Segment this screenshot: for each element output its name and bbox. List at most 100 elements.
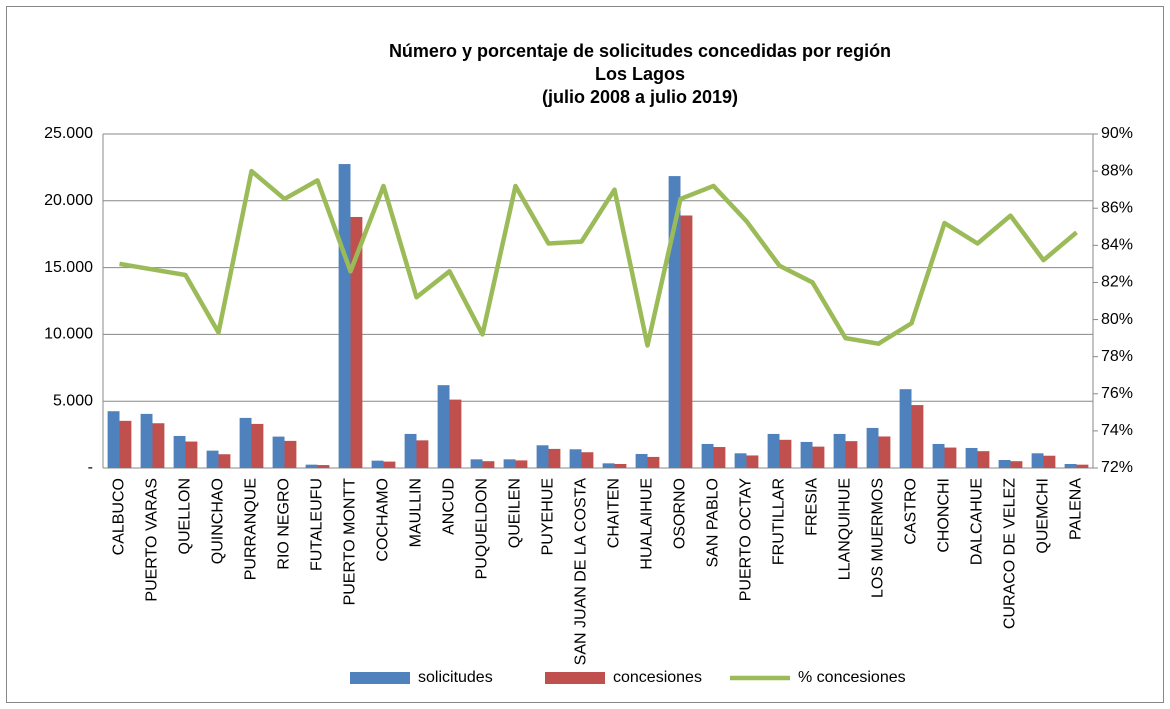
bar [1010,461,1023,468]
x-tick-label: CHAITEN [606,478,623,548]
y2-tick-label: 90% [1101,125,1133,142]
bar [569,449,582,468]
bar [206,450,219,468]
x-tick-label: PUERTO MONTT [342,478,359,606]
x-tick-label: PUERTO OCTAY [738,478,755,602]
x-tick-label: LLANQUIHUE [837,478,854,580]
legend-label: concesiones [613,669,702,686]
bar [668,176,681,469]
bar [779,439,792,468]
bar [614,463,627,468]
bar [845,441,858,468]
x-tick-label: OSORNO [672,478,689,549]
x-tick-label: SAN JUAN DE LA COSTA [573,478,590,666]
x-tick-label: PALENA [1068,478,1085,540]
bar [734,453,747,468]
y2-tick-label: 88% [1101,162,1133,179]
x-tick-label: DALCAHUE [969,478,986,565]
bar [911,405,924,468]
x-tick-label: LOS MUERMOS [870,478,887,598]
bar [284,440,297,468]
chart-title: Los Lagos [595,64,685,84]
bar [548,448,561,468]
x-tick-label: CHONCHI [936,478,953,553]
x-tick-label: PUYEHUE [540,478,557,555]
x-tick-label: HUALAIHUE [639,478,656,570]
y2-tick-label: 76% [1101,385,1133,402]
legend-swatch [350,672,410,684]
x-tick-label: QUELLON [177,478,194,554]
bar [470,459,483,468]
x-tick-label: ANCUD [441,478,458,535]
bar [404,433,417,468]
bar [647,456,660,468]
x-tick-label: CURACO DE VELEZ [1002,478,1019,629]
bar [416,440,429,468]
chart-title: (julio 2008 a julio 2019) [542,87,738,107]
bar [800,441,813,468]
y-tick-label: 15.000 [44,259,93,276]
bar [767,433,780,468]
legend-swatch [545,672,605,684]
bar [383,461,396,468]
bar [140,413,153,468]
bar [746,455,759,468]
bar [998,459,1011,468]
bar [635,453,648,468]
x-tick-label: PUQUELDON [474,478,491,579]
x-tick-label: FRUTILLAR [771,478,788,565]
bar [713,447,726,468]
line-series [119,168,1078,348]
bar [119,420,132,468]
bar [107,411,120,468]
y2-tick-label: 84% [1101,237,1133,254]
bar [536,445,549,468]
y-tick-label: 5.000 [53,392,93,409]
bar [239,417,252,468]
bar [515,460,528,468]
x-tick-label: MAULLIN [408,478,425,547]
x-tick-label: QUINCHAO [210,478,227,564]
bar [965,447,978,468]
x-tick-label: QUEILEN [507,478,524,548]
bar [173,435,186,468]
bar [1064,463,1077,468]
x-tick-label: COCHAMO [375,478,392,562]
bar [449,399,462,468]
bar [437,385,450,468]
bar [1031,453,1044,468]
bar [305,464,318,468]
x-tick-label: QUEMCHI [1035,478,1052,554]
bar [581,452,594,468]
chart-border [6,6,1164,703]
y2-tick-label: 86% [1101,199,1133,216]
bar [701,443,714,468]
bar [317,465,330,468]
x-tick-label: FRESIA [804,478,821,536]
x-tick-label: CASTRO [903,478,920,545]
bar [1076,464,1089,468]
y2-tick-label: 74% [1101,422,1133,439]
bar [932,443,945,468]
x-tick-label: RIO NEGRO [276,478,293,570]
legend-label: % concesiones [798,669,906,686]
bar [680,215,693,468]
y2-tick-label: 82% [1101,274,1133,291]
y2-tick-label: 72% [1101,459,1133,476]
bar [878,436,891,468]
bar [503,459,516,468]
y-tick-label: 25.000 [44,125,93,142]
bar [833,433,846,468]
bar [185,441,198,468]
bar [899,389,912,468]
chart-title: Número y porcentaje de solicitudes conce… [389,41,891,61]
bar [251,423,264,468]
bar [812,446,825,468]
legend-label: solicitudes [418,669,493,686]
x-tick-label: FUTALEUFU [309,478,326,571]
bar [482,461,495,468]
y-tick-label: 20.000 [44,192,93,209]
bar [218,454,231,468]
bar [272,436,285,468]
